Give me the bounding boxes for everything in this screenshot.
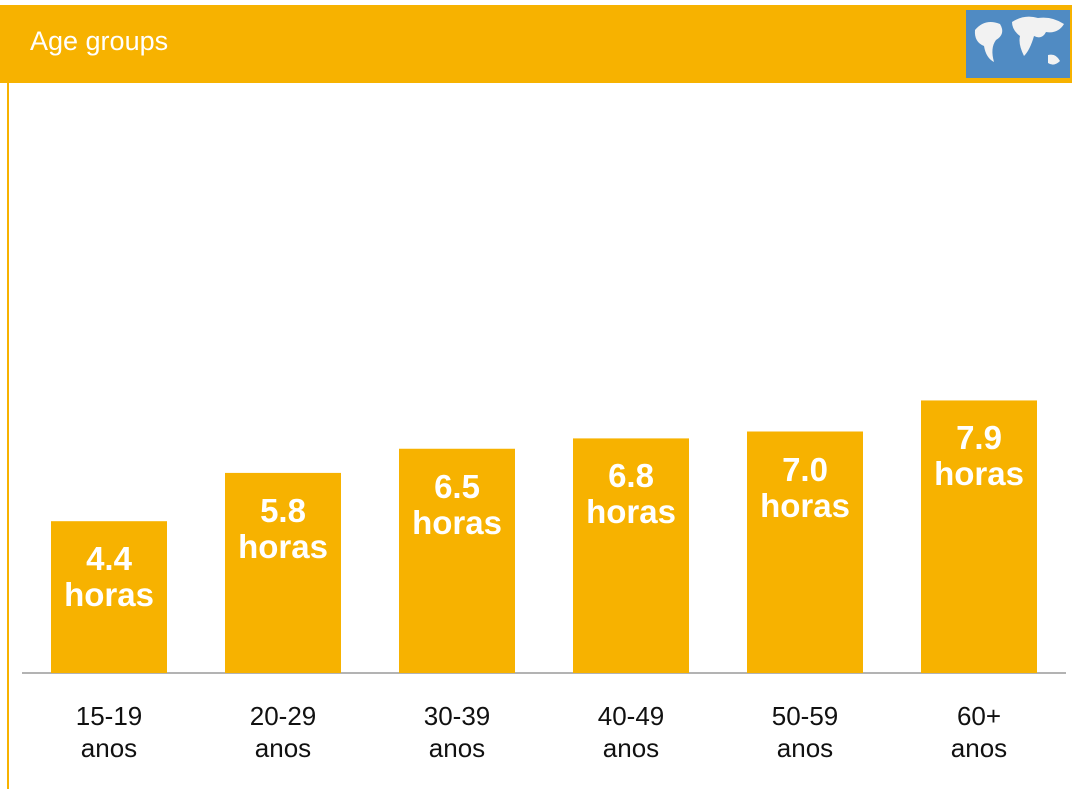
globe-icon: [966, 10, 1070, 78]
chart-title: Age groups: [30, 26, 168, 57]
slide: Age groups 4.4 horas 15-19 anos 5.8 horas 2…: [0, 0, 1072, 789]
bar-value-label: 6.5 horas: [402, 469, 512, 541]
x-tick-label: 15-19 anos: [64, 700, 154, 764]
bar-value-label: 4.4 horas: [54, 541, 164, 613]
chart: [0, 0, 1072, 789]
page: {"chart_data": {"type": "bar", "title": …: [0, 0, 1072, 789]
x-tick-label: 30-39 anos: [412, 700, 502, 764]
x-tick-label: 40-49 anos: [586, 700, 676, 764]
bar-value-label: 7.9 horas: [924, 420, 1034, 492]
bar-value-label: 7.0 horas: [750, 452, 860, 524]
x-tick-label: 50-59 anos: [760, 700, 850, 764]
bar-value-label: 6.8 horas: [576, 458, 686, 530]
x-tick-label: 60+ anos: [934, 700, 1024, 764]
x-tick-label: 20-29 anos: [238, 700, 328, 764]
bar-value-label: 5.8 horas: [228, 493, 338, 565]
left-border: [7, 83, 9, 789]
